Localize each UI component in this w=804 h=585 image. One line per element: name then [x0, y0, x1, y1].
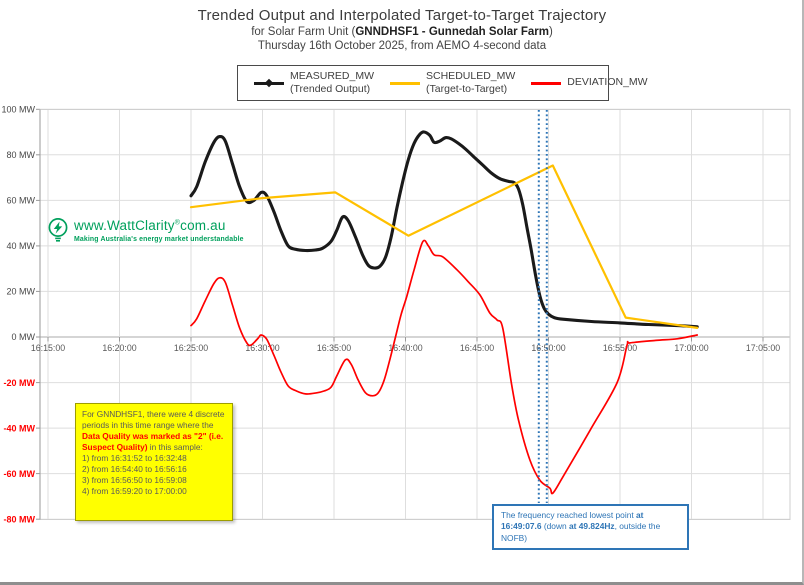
svg-text:16:25:00: 16:25:00 [174, 343, 208, 353]
data-quality-note: For GNNDHSF1, there were 4 discrete peri… [75, 403, 233, 521]
legend-label-scheduled: SCHEDULED_MW (Target-to-Target) [426, 70, 515, 96]
note-period-4: 4) from 16:59:20 to 17:00:00 [82, 486, 187, 497]
svg-text:16:45:00: 16:45:00 [460, 343, 494, 353]
legend-scheduled-name: SCHEDULED_MW [426, 69, 516, 82]
unit-name: GNNDHSF1 - Gunnedah Solar Farm [355, 26, 549, 38]
chart-subtitle: for Solar Farm Unit (GNNDHSF1 - Gunnedah… [0, 26, 802, 38]
legend-item-scheduled: SCHEDULED_MW (Target-to-Target) [390, 70, 515, 96]
svg-text:16:40:00: 16:40:00 [388, 343, 422, 353]
legend-measured-desc: (Trended Output) [290, 83, 371, 95]
note-highlight: Data Quality was marked as "2" (i.e. Sus… [82, 431, 224, 453]
svg-text:16:50:00: 16:50:00 [531, 343, 565, 353]
freq-note-hz: at 49.824Hz [568, 521, 615, 532]
data-series [189, 130, 699, 495]
legend-item-deviation: DEVIATION_MW [531, 76, 648, 89]
svg-text:-60 MW: -60 MW [4, 469, 36, 479]
freq-note-text-1: The frequency reached lowest point [501, 510, 637, 520]
frequency-note: The frequency reached lowest point at 16… [492, 504, 689, 551]
deviation-line-swatch [531, 81, 562, 85]
scheduled-line-swatch [390, 81, 421, 85]
freq-note-time: at 16:49:07.6 [501, 510, 644, 532]
subtitle-prefix: for Solar Farm Unit ( [251, 26, 356, 38]
note-period-3: 3) from 16:56:50 to 16:59:08 [82, 475, 187, 486]
freq-note-text-3: , outside the NOFB) [501, 521, 661, 543]
svg-text:17:05:00: 17:05:00 [746, 343, 780, 353]
measured-line-swatch [254, 78, 284, 87]
svg-text:16:15:00: 16:15:00 [31, 343, 65, 353]
watermark-url-main: www.WattClarity [74, 218, 175, 233]
lightbulb-bolt-icon [48, 218, 68, 242]
note-period-2: 2) from 16:54:40 to 16:56:16 [82, 464, 187, 475]
svg-text:16:35:00: 16:35:00 [317, 343, 351, 353]
svg-text:20 MW: 20 MW [6, 287, 35, 297]
svg-text:80 MW: 80 MW [6, 150, 35, 160]
note-outro: in this sample: [147, 442, 203, 453]
svg-text:-20 MW: -20 MW [4, 378, 36, 388]
legend: MEASURED_MW (Trended Output) SCHEDULED_M… [237, 65, 648, 101]
note-period-1: 1) from 16:31:52 to 16:32:48 [82, 453, 187, 464]
svg-text:17:00:00: 17:00:00 [674, 343, 708, 353]
legend-measured-name: MEASURED_MW [290, 69, 375, 82]
legend-label-deviation: DEVIATION_MW [567, 76, 647, 89]
svg-text:60 MW: 60 MW [6, 196, 35, 206]
watermark-url: www.WattClarity®com.au [74, 218, 226, 233]
chart-title: Trended Output and Interpolated Target-t… [197, 7, 607, 24]
legend-scheduled-desc: (Target-to-Target) [426, 83, 508, 95]
svg-text:16:30:00: 16:30:00 [245, 343, 279, 353]
freq-note-text-2: (down [541, 521, 569, 532]
subtitle-suffix: ) [548, 26, 553, 38]
wattclarity-watermark: www.WattClarity®com.au Making Australia'… [46, 217, 244, 245]
svg-text:0 MW: 0 MW [12, 332, 36, 342]
svg-text:-80 MW: -80 MW [4, 514, 36, 524]
registered-mark: ® [174, 219, 181, 227]
measured-marker-icon [264, 78, 274, 87]
svg-text:100 MW: 100 MW [1, 105, 35, 115]
watermark-text: www.WattClarity®com.au Making Australia'… [74, 217, 244, 243]
svg-text:16:55:00: 16:55:00 [603, 343, 637, 353]
legend-label-measured: MEASURED_MW (Trended Output) [290, 70, 374, 96]
watermark-url-domain: com.au [180, 218, 226, 233]
series-line-measured_mw [189, 130, 699, 329]
legend-deviation-name: DEVIATION_MW [567, 76, 648, 89]
legend-item-measured: MEASURED_MW (Trended Output) [254, 70, 374, 96]
svg-text:16:20:00: 16:20:00 [102, 343, 136, 353]
svg-text:40 MW: 40 MW [6, 241, 35, 251]
svg-text:-40 MW: -40 MW [4, 423, 36, 433]
series-line-deviation_mw [190, 239, 699, 495]
note-intro: For GNNDHSF1, there were 4 discrete peri… [82, 409, 225, 431]
chart-date-line: Thursday 16th October 2025, from AEMO 4-… [257, 40, 547, 52]
title-block: Trended Output and Interpolated Target-t… [0, 7, 802, 52]
series-line-scheduled_mw [189, 164, 699, 329]
axis-tick-labels: 100 MW 80 MW 60 MW 40 MW 20 MW 0 MW -20 MW -40 … [1, 105, 780, 525]
watermark-tagline: Making Australia's energy market underst… [74, 236, 244, 243]
